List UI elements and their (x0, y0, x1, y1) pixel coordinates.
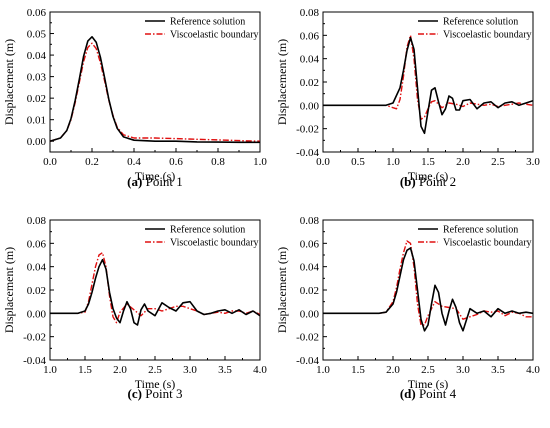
series-line-viscoelastic (50, 251, 260, 324)
x-tick-label: 3.5 (218, 364, 232, 376)
panel-caption-letter: (c) (128, 386, 142, 401)
x-tick-label: 2.5 (421, 364, 435, 376)
x-tick-label: 1.0 (386, 156, 400, 168)
x-tick-label: 1.5 (78, 364, 92, 376)
panel-caption-text: Point 3 (142, 386, 182, 401)
y-tick-label: -0.04 (23, 355, 46, 367)
legend-entry: Viscoelastic boundary (170, 238, 259, 249)
legend-entry: Reference solution (170, 225, 245, 236)
x-tick-label: 2.5 (148, 364, 162, 376)
x-axis-label: Time (s) (408, 377, 449, 391)
series-line-reference (50, 35, 260, 144)
x-tick-label: 3.0 (526, 156, 540, 168)
y-tick-label: -0.04 (296, 355, 319, 367)
y-tick-label: 0.04 (300, 54, 320, 66)
legend-entry: Reference solution (443, 17, 518, 28)
panel-caption: (b) Point 2 (400, 174, 456, 189)
x-tick-label: 4.0 (253, 364, 267, 376)
chart-panel-3: 1.0 1.5 2.0 2.5 3.0 3.5 4.0 -0.04 -0.02 0.00 0.02 0… (2, 215, 267, 401)
y-tick-label: -0.02 (296, 332, 319, 344)
legend-entry: Viscoelastic boundary (170, 30, 259, 41)
y-tick-label: 0.04 (27, 262, 47, 274)
x-tick-label: 0.2 (85, 156, 99, 168)
y-tick-label: 0.04 (27, 50, 47, 62)
panel-caption-text: Point 2 (416, 174, 456, 189)
panel-caption-letter: (b) (400, 174, 416, 189)
y-tick-label: 0.03 (27, 72, 47, 84)
chart-panel-1: 0.0 0.2 0.4 0.6 0.8 1.0 0.00 0.01 0.02 0.03 0.04 0.… (2, 7, 267, 189)
y-axis-label: Displacement (m) (275, 39, 289, 125)
y-tick-label: 0.02 (27, 93, 46, 105)
y-tick-label: 0.00 (300, 308, 320, 320)
x-tick-label: 1.0 (253, 156, 267, 168)
panel-caption-text: Point 4 (416, 386, 457, 401)
x-tick-label: 3.5 (491, 364, 505, 376)
y-axis-label: Displacement (m) (2, 39, 16, 125)
x-tick-label: 0.6 (169, 156, 183, 168)
panel-caption-text: Point 1 (142, 174, 182, 189)
y-tick-label: 0.08 (300, 215, 320, 227)
y-tick-label: 0.02 (27, 285, 46, 297)
x-tick-label: 1.0 (316, 364, 330, 376)
y-tick-label: 0.00 (300, 100, 320, 112)
x-tick-label: 0.4 (127, 156, 141, 168)
series-line-reference (323, 36, 533, 135)
chart-panel-4: 1.0 1.5 2.0 2.5 3.0 3.5 4.0 -0.04 -0.02 0.00 0.02 0… (275, 215, 540, 401)
legend-entry: Reference solution (170, 17, 245, 28)
y-tick-label: 0.01 (27, 115, 46, 127)
chart-panel-2: 0.0 0.5 1.0 1.5 2.0 2.5 3.0 -0.04 -0.02 0.00 0.02 0… (275, 7, 540, 189)
y-tick-label: 0.02 (300, 77, 319, 89)
series-line-viscoelastic (323, 240, 533, 326)
x-tick-label: 0.0 (43, 156, 57, 168)
y-tick-label: 0.06 (300, 238, 320, 250)
x-tick-label: 0.0 (316, 156, 330, 168)
y-tick-label: 0.06 (27, 7, 47, 19)
y-tick-label: 0.06 (27, 238, 47, 250)
y-tick-label: 0.08 (300, 7, 320, 19)
legend-entry: Viscoelastic boundary (443, 238, 532, 249)
y-tick-label: 0.04 (300, 262, 320, 274)
x-tick-label: 1.0 (43, 364, 57, 376)
x-axis-label: Time (s) (408, 169, 449, 183)
y-tick-label: 0.08 (27, 215, 47, 227)
panel-caption: (d) Point 4 (400, 386, 457, 401)
panel-caption-letter: (a) (127, 174, 142, 189)
y-tick-label: 0.05 (27, 29, 47, 41)
x-tick-label: 0.8 (211, 156, 225, 168)
panel-caption: (c) Point 3 (128, 386, 183, 401)
legend-entry: Viscoelastic boundary (443, 30, 532, 41)
panel-caption: (a) Point 1 (127, 174, 183, 189)
y-axis-label: Displacement (m) (2, 247, 16, 333)
x-tick-label: 2.0 (113, 364, 127, 376)
panel-caption-letter: (d) (400, 386, 416, 401)
series-line-viscoelastic (50, 42, 260, 142)
y-tick-label: 0.06 (300, 30, 320, 42)
x-tick-label: 2.0 (456, 156, 470, 168)
x-tick-label: 2.5 (491, 156, 505, 168)
x-tick-label: 3.0 (183, 364, 197, 376)
legend-entry: Reference solution (443, 225, 518, 236)
x-axis-label: Time (s) (135, 377, 176, 391)
x-tick-label: 0.5 (351, 156, 365, 168)
y-tick-label: 0.02 (300, 285, 319, 297)
series-line-reference (323, 247, 533, 332)
x-tick-label: 4.0 (526, 364, 540, 376)
y-tick-label: 0.00 (27, 136, 47, 148)
y-tick-label: 0.00 (27, 308, 47, 320)
x-tick-label: 2.0 (386, 364, 400, 376)
x-axis-label: Time (s) (135, 169, 176, 183)
y-axis-label: Displacement (m) (275, 247, 289, 333)
x-tick-label: 1.5 (351, 364, 365, 376)
x-tick-label: 3.0 (456, 364, 470, 376)
y-tick-label: -0.02 (23, 332, 46, 344)
series-line-reference (50, 258, 260, 326)
x-tick-label: 1.5 (421, 156, 435, 168)
y-tick-label: -0.02 (296, 124, 319, 136)
y-tick-label: -0.04 (296, 147, 319, 159)
